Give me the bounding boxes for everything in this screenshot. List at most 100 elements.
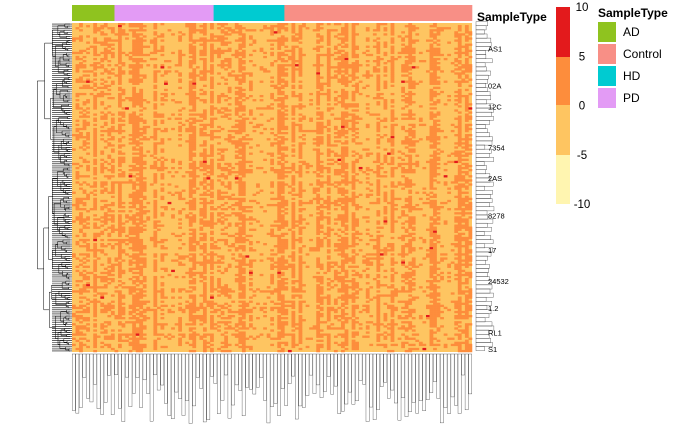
dendrogram-branch [66,142,70,146]
heatmap-cell [408,171,413,174]
heatmap-cell [93,160,98,164]
heatmap-cell [457,80,462,83]
heatmap-cell [139,193,144,196]
dendrogram-branch [67,266,70,269]
heatmap-cell [284,245,289,248]
heatmap-cell [376,101,381,104]
heatmap-cell [422,123,427,127]
sample-type-annotation-bar [72,5,473,21]
heatmap-cell [110,214,115,217]
heatmap-cell [457,234,462,238]
heatmap-cell [241,232,246,236]
heatmap-cell [390,49,395,53]
heatmap-cell [341,49,345,53]
heatmap-cell [404,185,409,188]
heatmap-cell [142,160,147,164]
heatmap-cell [408,199,413,203]
heatmap-cell [142,121,147,125]
heatmap-cell [153,76,158,79]
heatmap-cell [100,27,105,30]
heatmap-cell [135,74,140,77]
heatmap-cell [401,51,405,55]
heatmap-cell [298,218,303,221]
heatmap-cell [319,138,324,141]
dendrogram-branch [63,197,69,203]
heatmap-cell [217,51,221,55]
heatmap-cell [192,27,197,30]
heatmap-cell [210,220,214,223]
heatmap-cell [436,218,441,221]
heatmap-cell [369,201,374,205]
heatmap-cell [277,168,282,172]
heatmap-cell [202,51,207,55]
heatmap-cell [355,64,359,67]
heatmap-cell [291,131,296,135]
heatmap-cell [135,197,140,201]
heatmap-cell [93,68,98,71]
heatmap-cell [461,72,466,75]
heatmap-cell [79,51,83,55]
heatmap-cell [93,53,98,57]
heatmap-cell [468,216,473,219]
heatmap-cell [464,247,469,250]
heatmap-cell [436,66,441,69]
heatmap-cell [436,31,441,34]
heatmap-cell [433,142,437,145]
heatmap-cell [100,33,105,36]
heatmap-cell [316,160,321,164]
heatmap-cell [284,82,289,85]
heatmap-cell [464,70,469,73]
heatmap-cell [457,125,462,129]
heatmap-cell [110,203,115,207]
heatmap-cell [298,35,303,38]
heatmap-cell [344,236,349,240]
heatmap-cell [365,166,370,170]
heatmap-cell [188,224,193,227]
heatmap-cell [316,113,321,116]
heatmap-cell [337,183,342,186]
heatmap-cell [390,25,395,28]
heatmap-cell [188,82,193,85]
heatmap-cell [100,101,105,104]
heatmap-cell [408,189,413,192]
heatmap-cell [107,168,112,172]
heatmap-cell [118,140,122,143]
heatmap-cell [188,181,193,184]
heatmap-cell [107,238,112,242]
heatmap-cell [372,247,377,250]
heatmap-cell [390,208,395,211]
heatmap-cell [234,131,239,135]
heatmap-cell [411,150,416,153]
heatmap-cell [323,232,328,236]
heatmap-cell [457,27,462,30]
heatmap-cell [383,82,388,85]
heatmap-cell [199,214,204,217]
heatmap-cell [238,206,243,209]
heatmap-cell [365,103,370,106]
heatmap-cell [135,249,140,252]
heatmap-cell [277,129,282,133]
heatmap-cell [213,39,218,42]
heatmap-cell [132,164,136,168]
heatmap-cell [326,183,331,186]
heatmap-cell [443,201,448,205]
heatmap-cell [404,49,409,53]
heatmap-cell [450,181,455,184]
heatmap-cell [323,82,328,85]
heatmap-cell [103,92,108,96]
heatmap-cell [390,23,395,26]
heatmap-cell [411,41,416,44]
heatmap-cell [245,72,250,75]
heatmap-cell [139,230,144,233]
heatmap-cell [252,41,257,44]
heatmap-cell [210,154,214,157]
heatmap-cell [238,82,243,85]
heatmap-cell [284,45,289,48]
heatmap-cell [241,230,246,233]
heatmap-cell [132,92,136,96]
heatmap-cell [390,31,395,34]
heatmap-cell [344,119,349,122]
heatmap-cell [344,76,349,79]
heatmap-cell [110,175,115,178]
heatmap-cell [333,185,338,188]
